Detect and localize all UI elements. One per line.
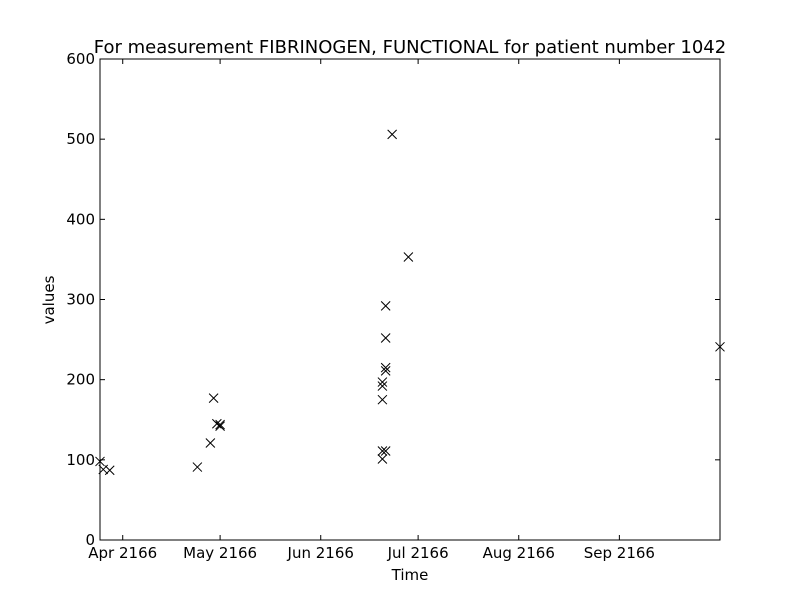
data-point-marker	[380, 333, 391, 343]
y-axis-label: values	[40, 275, 58, 324]
data-point-marker	[403, 252, 414, 262]
data-point-marker	[377, 454, 388, 464]
data-point-marker	[95, 456, 105, 467]
data-point-marker	[715, 341, 725, 352]
data-point-marker	[208, 393, 219, 403]
x-axis-label: Time	[391, 566, 429, 584]
y-tick-label: 0	[85, 531, 95, 549]
data-point-marker	[380, 301, 391, 311]
data-point-marker	[205, 438, 216, 448]
data-point-marker	[104, 465, 115, 476]
data-point-marker	[377, 377, 388, 387]
x-axis: Apr 2166 May 2166 Jun 2166 Jul 2166 Aug 2166…	[88, 59, 655, 562]
data-point-marker	[377, 394, 388, 405]
data-point-marker	[215, 419, 225, 430]
data-point-marker	[380, 446, 391, 456]
data-point-marker	[380, 362, 391, 373]
y-tick-label: 300	[66, 291, 95, 309]
y-axis: 0 100 200 300 400 500 600	[66, 50, 720, 549]
y-tick-label: 200	[66, 371, 95, 389]
x-tick-label: May 2166	[183, 544, 257, 562]
data-point-marker	[377, 446, 388, 456]
data-points	[95, 129, 725, 476]
plot-area	[99, 58, 721, 541]
y-tick-label: 100	[66, 451, 95, 469]
y-tick-label: 500	[66, 130, 95, 148]
x-tick-label: Jul 2166	[387, 544, 449, 562]
y-tick-label: 600	[66, 50, 95, 68]
x-tick-label: Aug 2166	[483, 544, 555, 562]
data-point-marker	[387, 129, 398, 140]
x-tick-label: Apr 2166	[88, 544, 157, 562]
x-tick-label: Sep 2166	[584, 544, 655, 562]
y-tick-label: 400	[66, 210, 95, 228]
chart-title: For measurement FIBRINOGEN, FUNCTIONAL f…	[94, 37, 726, 58]
data-point-marker	[380, 365, 391, 376]
data-point-marker	[215, 421, 225, 432]
data-point-marker	[192, 462, 203, 472]
x-tick-label: Jun 2166	[287, 544, 354, 562]
data-point-marker	[377, 381, 388, 391]
